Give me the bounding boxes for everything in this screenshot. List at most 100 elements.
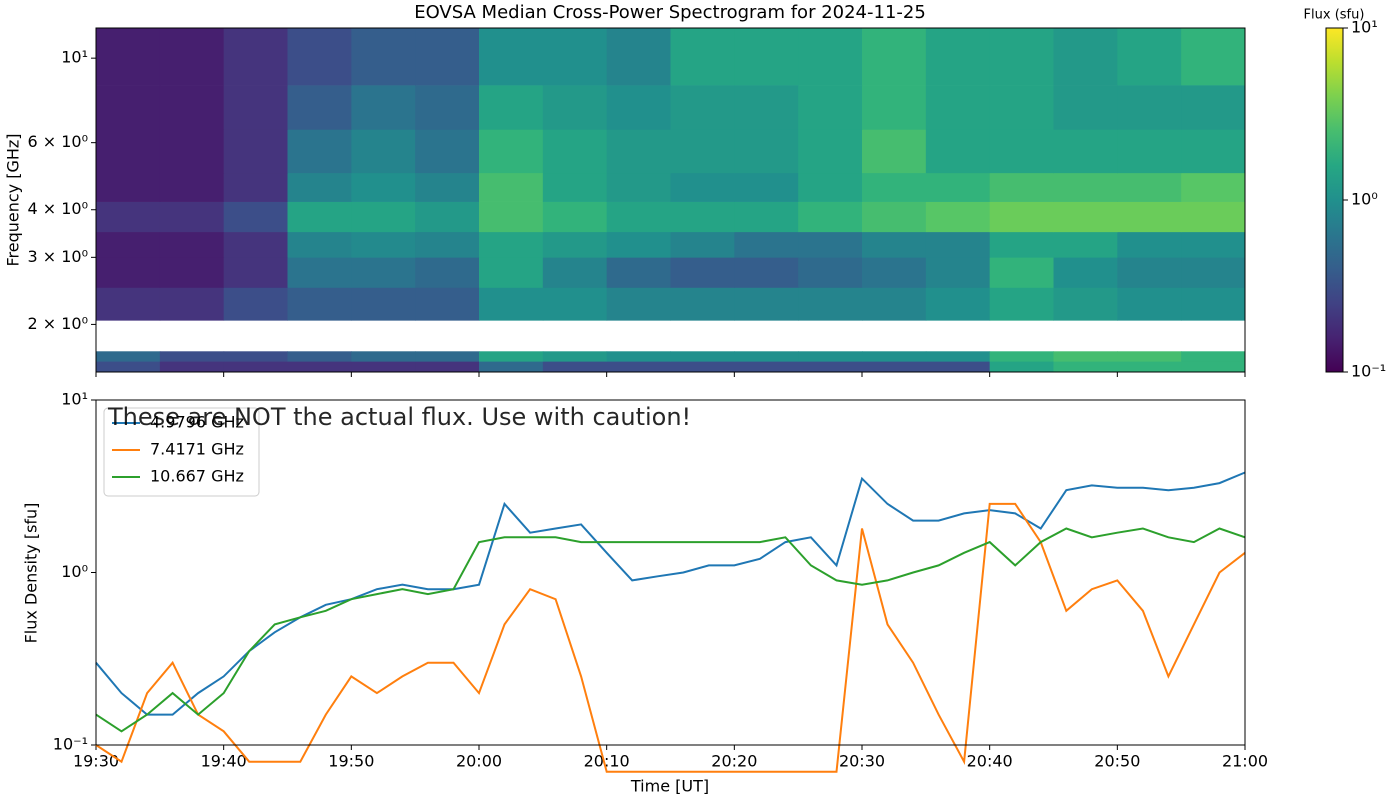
heatmap-cell	[606, 172, 671, 202]
heatmap-cell	[670, 257, 735, 288]
heatmap-cell	[798, 287, 863, 321]
heatmap-cell	[223, 257, 288, 288]
heatmap-cell	[542, 231, 608, 258]
heatmap-cell	[223, 361, 288, 373]
heatmap-cell	[1181, 28, 1246, 86]
x-tick-label: 20:10	[584, 752, 630, 771]
heatmap-cell	[1181, 287, 1246, 321]
heatmap-cell	[925, 351, 991, 362]
heatmap-cell	[606, 257, 671, 288]
heatmap-cell	[542, 201, 608, 233]
heatmap-cell	[351, 351, 416, 362]
heatmap-cell	[798, 201, 863, 233]
y-tick-label: 6 × 10⁰	[27, 132, 88, 151]
heatmap-cell	[670, 129, 735, 174]
heatmap-cell	[351, 257, 416, 288]
series-line	[95, 471, 1246, 716]
heatmap-cell	[798, 85, 863, 130]
heatmap-cell	[223, 28, 288, 86]
heatmap-cell	[1181, 361, 1246, 373]
heatmap-cell	[734, 231, 799, 258]
heatmap-cell	[1053, 201, 1118, 233]
heatmap-cell	[798, 231, 863, 258]
heatmap-cell	[159, 257, 225, 288]
heatmap-cell	[159, 172, 225, 202]
annotation: These are NOT the actual flux. Use with …	[107, 403, 691, 431]
plot-frame	[95, 27, 1246, 373]
heatmap-cell	[351, 85, 416, 130]
heatmap-cell	[606, 351, 671, 362]
heatmap-cell	[542, 351, 608, 362]
x-tick-label: 21:00	[1222, 752, 1268, 771]
x-tick-label: 19:40	[201, 752, 247, 771]
heatmap-cell	[606, 287, 671, 321]
heatmap-cell	[96, 28, 161, 86]
x-tick-label: 19:50	[328, 752, 374, 771]
heatmap-cell	[734, 361, 799, 373]
x-tick-label: 20:50	[1094, 752, 1140, 771]
heatmap-cell	[606, 85, 671, 130]
heatmap-cell	[223, 172, 288, 202]
heatmap-cell	[670, 287, 735, 321]
heatmap-cell	[925, 361, 991, 373]
heatmap-cell	[96, 361, 161, 373]
heatmap-cell	[542, 361, 608, 373]
heatmap-cell	[670, 351, 735, 362]
heatmap-cell	[287, 361, 352, 373]
heatmap-cell	[223, 351, 288, 362]
heatmap-cell	[925, 287, 991, 321]
y-tick-label: 10¹	[61, 390, 88, 409]
heatmap-cell	[862, 85, 927, 130]
heatmap-cell	[989, 287, 1054, 321]
heatmap-cell	[542, 287, 608, 321]
series-line	[95, 527, 1246, 733]
heatmap-cell	[159, 231, 225, 258]
heatmap-cell	[670, 201, 735, 233]
heatmap-cell	[287, 201, 352, 233]
y-tick-label: 10⁻¹	[53, 735, 88, 754]
heatmap-cell	[1053, 287, 1118, 321]
heatmap-cell	[479, 287, 544, 321]
x-tick-label: 20:40	[967, 752, 1013, 771]
heatmap-cell	[351, 231, 416, 258]
heatmap-cell	[96, 129, 161, 174]
heatmap-cell	[925, 257, 991, 288]
heatmap-cell	[415, 129, 480, 174]
heatmap-cell	[223, 85, 288, 130]
x-tick-label: 20:30	[839, 752, 885, 771]
heatmap-cell	[1181, 85, 1246, 130]
heatmap-cell	[734, 129, 799, 174]
colorbar-tick-label: 10⁻¹	[1351, 362, 1386, 381]
heatmap-cell	[1053, 85, 1118, 130]
heatmap-cell	[670, 361, 735, 373]
heatmap-cell	[287, 85, 352, 130]
legend-label: 10.667 GHz	[150, 467, 244, 486]
heatmap-cell	[96, 201, 161, 233]
heatmap-cell	[1181, 231, 1246, 258]
heatmap-cell	[925, 172, 991, 202]
heatmap-cell	[989, 361, 1054, 373]
heatmap-cell	[1117, 287, 1182, 321]
heatmap-cells	[96, 28, 1246, 373]
heatmap-cell	[479, 351, 544, 362]
heatmap-cell	[1053, 28, 1118, 86]
heatmap-cell	[798, 28, 863, 86]
heatmap-cell	[351, 361, 416, 373]
heatmap-cell	[862, 172, 927, 202]
heatmap-cell	[1117, 172, 1182, 202]
heatmap-cell	[159, 287, 225, 321]
heatmap-cell	[1053, 351, 1118, 362]
heatmap-cell	[542, 257, 608, 288]
y-axis-label: Flux Density [sfu]	[22, 503, 41, 644]
plot-frame	[95, 399, 1246, 746]
heatmap-cell	[734, 28, 799, 86]
colorbar-tick-label: 10⁰	[1351, 190, 1378, 209]
colorbar-tick-label: 10¹	[1351, 18, 1378, 37]
heatmap-cell	[989, 172, 1054, 202]
legend-label: 4.9796 GHz	[150, 413, 244, 432]
heatmap-cell	[734, 201, 799, 233]
heatmap-cell	[862, 351, 927, 362]
heatmap-cell	[862, 361, 927, 373]
heatmap-cell	[415, 351, 480, 362]
